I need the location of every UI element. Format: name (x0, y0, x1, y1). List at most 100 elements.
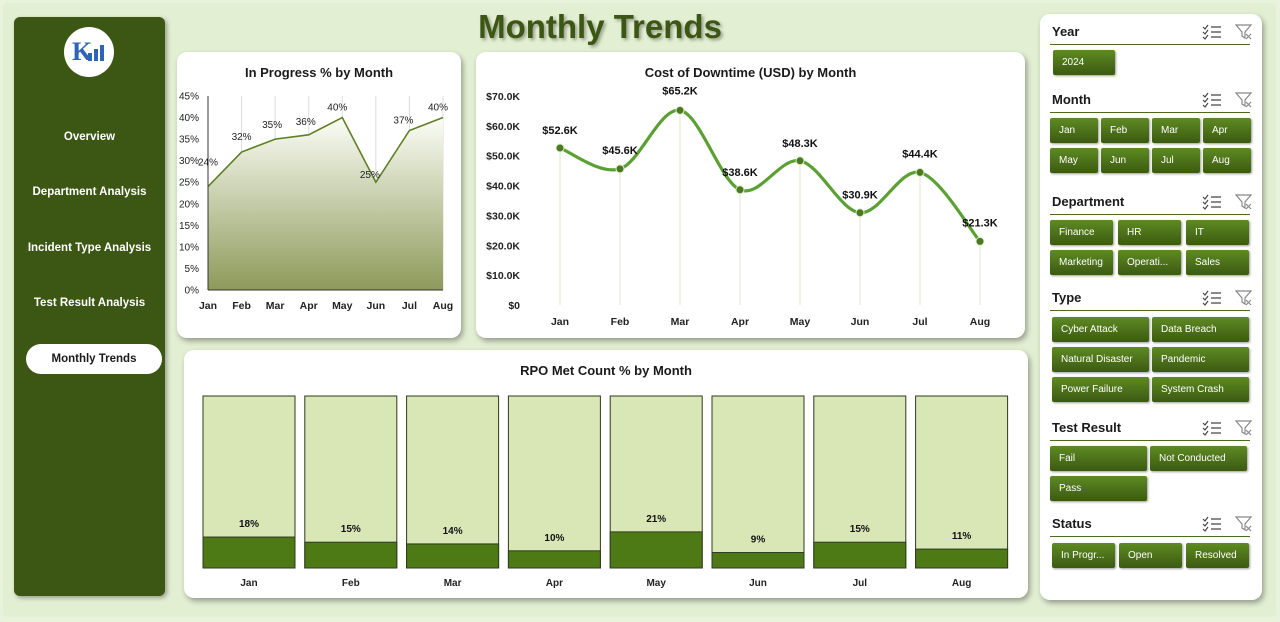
data-point (675, 105, 685, 115)
bar-value (304, 541, 398, 569)
multi-select-icon[interactable] (1202, 420, 1222, 436)
slicer-title: Test Result (1052, 420, 1122, 435)
slicer-header-department: Department (1050, 192, 1253, 215)
clear-filter-icon[interactable] (1234, 290, 1253, 306)
sidebar: K Overview Department Analysis Incident … (14, 17, 165, 596)
page-title: Monthly Trends (478, 8, 722, 45)
slicer-chip-type[interactable]: Power Failure (1052, 377, 1149, 402)
slicer-chip-type[interactable]: Data Breach (1152, 317, 1249, 342)
x-tick-label: Mar (444, 578, 462, 589)
chart-title: In Progress % by Month (244, 65, 394, 80)
data-label: 14% (443, 526, 463, 537)
slicer-header-year: Year (1050, 22, 1253, 45)
x-tick-label: Feb (232, 300, 251, 312)
slicer-chip-department[interactable]: Marketing (1050, 250, 1113, 275)
multi-select-icon[interactable] (1202, 24, 1222, 40)
x-tick-label: Aug (970, 316, 990, 328)
slicer-chip-department[interactable]: Operati... (1118, 250, 1181, 275)
nav-department-analysis[interactable]: Department Analysis (32, 186, 147, 198)
multi-select-icon[interactable] (1202, 194, 1222, 210)
bar-value (915, 548, 1009, 569)
clear-filter-icon[interactable] (1234, 420, 1253, 436)
slicer-chip-month[interactable]: Mar (1152, 118, 1200, 143)
clear-filter-icon[interactable] (1234, 194, 1253, 210)
slicer-chip-status[interactable]: Resolved (1186, 543, 1249, 568)
nav-monthly-trends[interactable]: Monthly Trends (26, 344, 162, 374)
data-label: 24% (198, 158, 218, 169)
y-tick-label: $50.0K (486, 151, 520, 163)
data-point (615, 164, 625, 174)
slicer-chip-department[interactable]: IT (1186, 220, 1249, 245)
company-logo-icon: K (64, 27, 114, 77)
data-label: $38.6K (722, 167, 758, 179)
slicer-chip-month[interactable]: Jan (1050, 118, 1098, 143)
slicer-chip-test-result[interactable]: Pass (1050, 476, 1147, 501)
slicer-chip-status[interactable]: In Progr... (1052, 543, 1115, 568)
data-label: 32% (232, 132, 252, 143)
slicer-chip-department[interactable]: HR (1118, 220, 1181, 245)
x-tick-label: Feb (342, 578, 360, 589)
clear-filter-icon[interactable] (1234, 24, 1253, 40)
y-tick-label: 35% (179, 135, 199, 146)
y-tick-label: 15% (179, 221, 199, 232)
y-tick-label: 40% (179, 113, 199, 124)
slicer-chip-department[interactable]: Sales (1186, 250, 1249, 275)
bar-value (711, 552, 805, 569)
data-label: $30.9K (842, 190, 878, 202)
nav-overview[interactable]: Overview (63, 131, 116, 143)
rpo-bar-chart: 18% Jan 15% Feb 14% Mar 10% Apr 21% May 9% Jun 15% Ju… (202, 395, 1009, 589)
slicer-header-type: Type (1050, 288, 1253, 311)
multi-select-icon[interactable] (1202, 290, 1222, 306)
downtime-chart-card: Cost of Downtime (USD) by Month $0 $10.0K… (476, 52, 1025, 338)
slicer-chip-month[interactable]: Feb (1101, 118, 1149, 143)
slicer-chip-type[interactable]: Pandemic (1152, 347, 1249, 372)
x-tick-label: Mar (266, 300, 285, 312)
clear-filter-icon[interactable] (1234, 92, 1253, 108)
data-label: $45.6K (602, 145, 638, 157)
slicer-chip-month[interactable]: Jun (1101, 148, 1149, 173)
data-label: 18% (239, 519, 259, 530)
slicer-chip-test-result[interactable]: Fail (1050, 446, 1147, 471)
bar-value (813, 541, 907, 569)
y-tick-label: $30.0K (486, 210, 520, 222)
slicer-chip-test-result[interactable]: Not Conducted (1150, 446, 1247, 471)
data-label: $44.4K (902, 148, 938, 160)
nav-incident-type-analysis[interactable]: Incident Type Analysis (27, 242, 152, 254)
y-tick-label: $60.0K (486, 121, 520, 133)
slicer-chip-department[interactable]: Finance (1050, 220, 1113, 245)
slicer-chip-type[interactable]: Cyber Attack (1052, 317, 1149, 342)
x-tick-label: Feb (611, 316, 630, 328)
bar-track (406, 395, 500, 569)
y-tick-label: 30% (179, 156, 199, 167)
y-tick-label: $70.0K (486, 91, 520, 103)
bar-track (507, 395, 601, 569)
data-label: 9% (751, 535, 766, 546)
bar-value (202, 536, 296, 569)
clear-filter-icon[interactable] (1234, 516, 1253, 532)
x-tick-label: Jan (551, 316, 569, 328)
bar-value (406, 543, 500, 569)
slicer-chip-month[interactable]: Apr (1203, 118, 1251, 143)
x-tick-label: Jan (199, 300, 217, 312)
slicer-chip-month[interactable]: May (1050, 148, 1098, 173)
data-label: 10% (544, 533, 564, 544)
slicer-chip-status[interactable]: Open (1119, 543, 1182, 568)
x-tick-label: Jul (402, 300, 417, 312)
y-tick-label: 45% (179, 92, 199, 103)
data-point (555, 143, 565, 153)
x-tick-label: Aug (952, 578, 971, 589)
slicer-chip-month[interactable]: Jul (1152, 148, 1200, 173)
y-tick-label: $40.0K (486, 181, 520, 193)
data-label: 40% (327, 103, 347, 114)
series-line (558, 108, 982, 244)
x-tick-label: Apr (300, 300, 318, 312)
slicer-chip-type[interactable]: Natural Disaster (1052, 347, 1149, 372)
slicer-chip-month[interactable]: Aug (1203, 148, 1251, 173)
slicer-chip-type[interactable]: System Crash (1152, 377, 1249, 402)
multi-select-icon[interactable] (1202, 516, 1222, 532)
nav-test-result-analysis[interactable]: Test Result Analysis (33, 297, 146, 309)
multi-select-icon[interactable] (1202, 92, 1222, 108)
slicer-header-month: Month (1050, 90, 1253, 113)
slicer-chip-year[interactable]: 2024 (1053, 50, 1115, 75)
bar-value (507, 550, 601, 569)
